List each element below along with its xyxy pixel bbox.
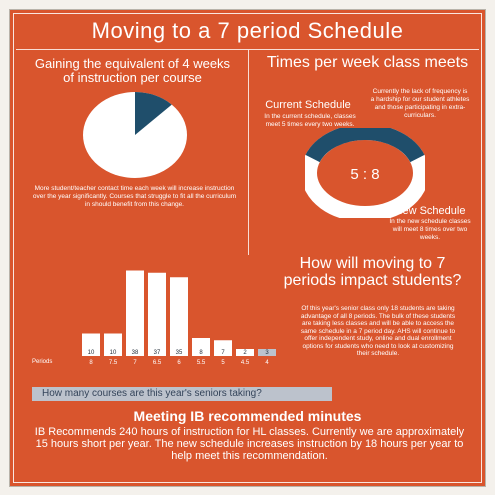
category-tick-label: 7.5	[109, 360, 118, 366]
bar	[104, 333, 122, 356]
category-tick-label: 5.5	[197, 360, 206, 366]
bar-value-label: 10	[88, 350, 95, 356]
bar	[148, 272, 166, 356]
poster-frame	[13, 13, 482, 483]
chart-caption: How many courses are this year's seniors…	[32, 387, 332, 401]
bar-value-label: 7	[221, 350, 225, 356]
category-tick-label: 6.5	[153, 360, 162, 366]
instruction-pie-chart	[83, 92, 187, 178]
courses-bar-chart: Periods 10 8 10 7.5 38 7 37 6.5 35 6 8 5.5 7 5 2 4.5 3 4	[32, 270, 276, 366]
ratio-label: 5 : 8	[350, 166, 379, 183]
category-tick-label: 5	[221, 360, 225, 366]
instruction-heading: Gaining the equivalent of 4 weeks of ins…	[34, 56, 231, 85]
bar-value-label: 38	[132, 350, 139, 356]
bar	[82, 333, 100, 356]
ib-paragraph: IB Recommends 240 hours of instruction f…	[34, 426, 465, 462]
category-tick-label: 7	[133, 360, 137, 366]
category-tick-label: 4	[265, 360, 269, 366]
bar-value-label: 10	[110, 350, 117, 356]
bar-value-label: 35	[176, 350, 183, 356]
donut-highlight	[305, 128, 425, 163]
bar-value-label: 3	[265, 350, 269, 356]
bar	[126, 270, 144, 356]
bar	[258, 349, 276, 356]
bar	[236, 349, 254, 356]
bar	[192, 338, 210, 356]
impact-paragraph: Of this year's senior class only 18 stud…	[300, 305, 456, 357]
category-tick-label: 4.5	[241, 360, 250, 366]
schedule-donut-chart: 5 : 8	[305, 128, 425, 218]
new-schedule-heading: New Schedule	[394, 205, 466, 217]
ib-heading: Meeting IB recommended minutes	[133, 408, 362, 424]
category-tick-label: 6	[177, 360, 181, 366]
times-per-week-heading: Times per week class meets	[266, 54, 469, 71]
column-divider	[248, 50, 249, 255]
bar-value-label: 37	[154, 350, 161, 356]
category-tick-label: 8	[89, 360, 93, 366]
page-title: Moving to a 7 period Schedule	[91, 18, 404, 43]
impact-heading: How will moving to 7 periods impact stud…	[283, 255, 462, 289]
bar	[214, 340, 232, 356]
bar-value-label: 2	[243, 350, 247, 356]
chart-xlabel: Periods	[32, 359, 52, 365]
frequency-text: Currently the lack of frequency is a har…	[370, 88, 470, 119]
instruction-paragraph: More student/teacher contact time each w…	[32, 185, 237, 208]
title-divider	[16, 49, 479, 50]
current-schedule-heading: Current Schedule	[265, 99, 351, 111]
pie-slice	[135, 92, 172, 135]
bar-value-label: 8	[199, 350, 203, 356]
poster: Moving to a 7 period Schedule Gaining th…	[9, 9, 486, 487]
new-schedule-text: In the new schedule classes will meet 8 …	[389, 218, 471, 241]
current-schedule-text: In the current schedule, classes meet 5 …	[264, 113, 356, 128]
bar	[170, 277, 188, 356]
